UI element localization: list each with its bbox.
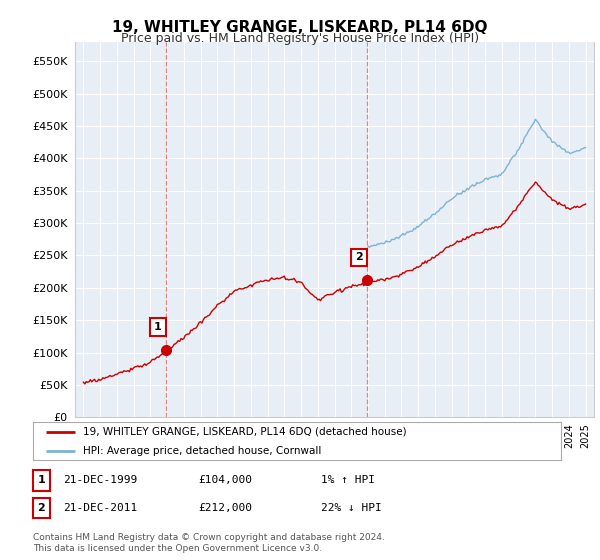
Text: 2: 2 [355,253,363,263]
Text: 2: 2 [38,503,45,513]
Text: Price paid vs. HM Land Registry's House Price Index (HPI): Price paid vs. HM Land Registry's House … [121,32,479,45]
Text: 21-DEC-2011: 21-DEC-2011 [63,503,137,513]
Text: £104,000: £104,000 [198,475,252,486]
Text: £212,000: £212,000 [198,503,252,513]
Text: 1% ↑ HPI: 1% ↑ HPI [321,475,375,486]
Text: 19, WHITLEY GRANGE, LISKEARD, PL14 6DQ: 19, WHITLEY GRANGE, LISKEARD, PL14 6DQ [112,20,488,35]
Text: 21-DEC-1999: 21-DEC-1999 [63,475,137,486]
Text: Contains HM Land Registry data © Crown copyright and database right 2024.
This d: Contains HM Land Registry data © Crown c… [33,533,385,553]
Text: 1: 1 [38,475,45,486]
Text: 22% ↓ HPI: 22% ↓ HPI [321,503,382,513]
Text: 19, WHITLEY GRANGE, LISKEARD, PL14 6DQ (detached house): 19, WHITLEY GRANGE, LISKEARD, PL14 6DQ (… [83,427,407,437]
Text: 1: 1 [154,323,162,332]
Text: HPI: Average price, detached house, Cornwall: HPI: Average price, detached house, Corn… [83,446,322,456]
